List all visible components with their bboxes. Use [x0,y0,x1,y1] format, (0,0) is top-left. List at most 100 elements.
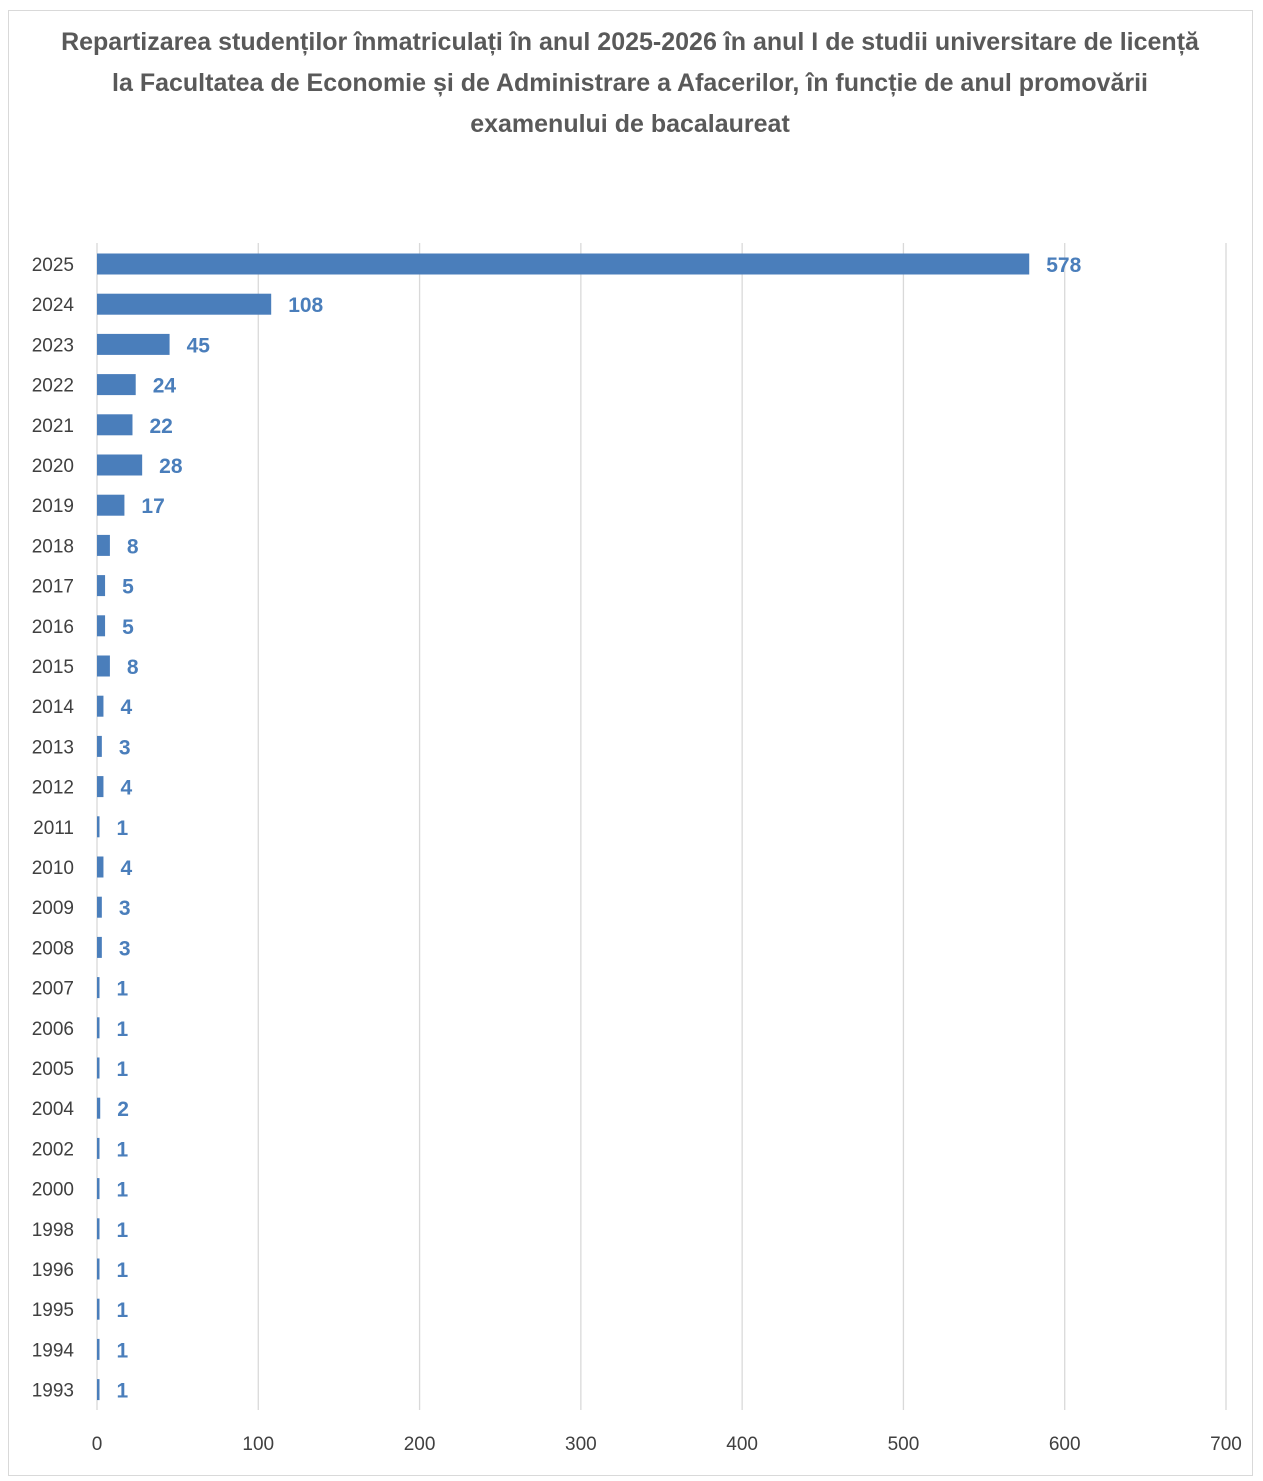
category-label-2022: 2022 [32,376,74,397]
category-label-1996: 1996 [32,1260,74,1281]
x-tick-label-400: 400 [726,1434,758,1455]
bar-2017 [97,575,106,597]
category-label-1998: 1998 [32,1220,74,1241]
category-label-2015: 2015 [32,657,74,678]
category-label-2002: 2002 [32,1139,74,1160]
bar-2006 [97,1017,100,1039]
bar-1994 [97,1338,100,1360]
category-label-2011: 2011 [33,818,74,839]
bar-2014 [97,695,104,717]
data-label-2012: 4 [120,777,132,800]
bar-1996 [97,1258,100,1280]
data-label-2017: 5 [122,576,134,599]
category-label-2018: 2018 [32,536,74,557]
bar-2021 [97,414,133,436]
x-tick-label-0: 0 [92,1434,103,1455]
category-label-2020: 2020 [32,456,74,477]
bar-1993 [97,1379,100,1401]
data-label-2000: 1 [117,1179,129,1202]
data-label-2008: 3 [119,937,131,960]
category-label-2021: 2021 [32,416,74,437]
category-label-2007: 2007 [32,979,74,1000]
gridlines [96,243,1227,1410]
data-label-2004: 2 [117,1098,129,1121]
data-label-2009: 3 [119,897,131,920]
data-label-1998: 1 [117,1219,129,1242]
bar-2025 [97,253,1030,275]
bar-2007 [97,977,100,999]
category-label-2008: 2008 [32,938,74,959]
category-label-2019: 2019 [32,496,74,517]
category-label-1994: 1994 [32,1340,75,1361]
x-tick-label-300: 300 [565,1434,597,1455]
category-label-2006: 2006 [32,1019,74,1040]
category-label-2024: 2024 [32,295,75,316]
x-axis-tick-labels: 0 100 200 300 400 500 600 700 [92,1434,1242,1455]
category-label-2014: 2014 [32,697,75,718]
data-label-2018: 8 [127,535,139,558]
data-label-1994: 1 [117,1339,129,1362]
data-label-2016: 5 [122,616,134,639]
data-label-2006: 1 [117,1018,129,1041]
data-label-2014: 4 [120,696,132,719]
data-label-2005: 1 [117,1058,129,1081]
x-tick-label-700: 700 [1210,1434,1242,1455]
data-label-2002: 1 [117,1138,129,1161]
x-tick-label-100: 100 [242,1434,274,1455]
data-label-2022: 24 [153,375,177,398]
bar-2016 [97,615,106,637]
bar-2000 [97,1178,100,1200]
data-label-2015: 8 [127,656,139,679]
bar-2002 [97,1137,100,1159]
category-label-1993: 1993 [32,1381,74,1402]
bar-1995 [97,1298,100,1320]
bar-2010 [97,856,104,878]
bar-2019 [97,494,125,516]
bar-2015 [97,655,110,677]
category-label-2017: 2017 [32,577,74,598]
category-label-2013: 2013 [32,737,74,758]
bar-2012 [97,776,104,798]
category-labels: 2025 2024 2023 2022 2021 2020 2019 2018 2017 2016… [32,255,75,1402]
category-label-2004: 2004 [32,1099,75,1120]
bar-2013 [97,735,102,757]
bar-2005 [97,1057,100,1079]
category-label-2016: 2016 [32,617,74,638]
data-label-2011: 1 [117,817,129,840]
data-label-2024: 108 [288,294,323,317]
x-tick-label-200: 200 [404,1434,436,1455]
bar-2018 [97,534,110,556]
bar-2020 [97,454,143,476]
category-label-2012: 2012 [32,778,74,799]
data-label-2010: 4 [120,857,132,880]
category-label-2025: 2025 [32,255,74,276]
data-label-2013: 3 [119,736,131,759]
bars [97,253,1030,1401]
x-tick-label-600: 600 [1049,1434,1081,1455]
category-label-2005: 2005 [32,1059,74,1080]
category-label-2000: 2000 [32,1180,74,1201]
category-label-2023: 2023 [32,335,74,356]
data-label-1993: 1 [117,1380,129,1403]
data-label-1995: 1 [117,1299,129,1322]
bar-2011 [97,816,100,838]
bar-2024 [97,293,272,315]
data-label-2025: 578 [1046,254,1081,277]
bar-2009 [97,896,102,918]
category-label-2010: 2010 [32,858,74,879]
bar-2004 [97,1097,101,1119]
data-label-2023: 45 [187,334,211,357]
data-label-2021: 22 [149,415,172,438]
x-tick-label-500: 500 [888,1434,920,1455]
category-label-2009: 2009 [32,898,74,919]
bar-1998 [97,1218,100,1240]
data-label-2020: 28 [159,455,183,478]
data-label-2019: 17 [141,495,164,518]
bar-2008 [97,936,102,958]
data-label-2007: 1 [117,978,129,1001]
category-label-1995: 1995 [32,1300,74,1321]
data-label-1996: 1 [117,1259,129,1282]
bar-2022 [97,374,136,396]
